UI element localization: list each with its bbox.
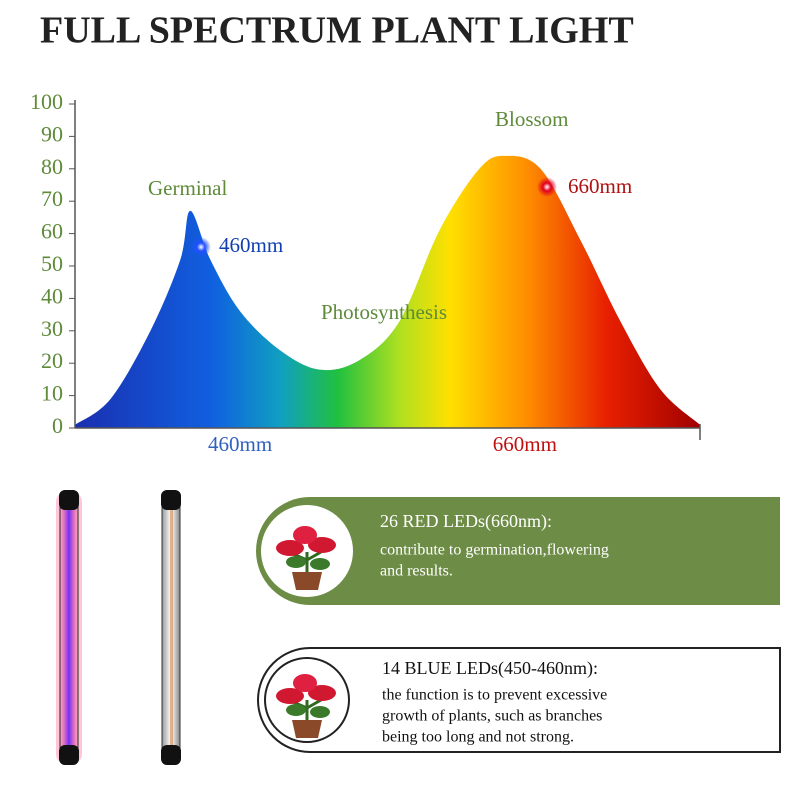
annotation: Germinal: [148, 176, 227, 200]
red-peak-dot: [537, 177, 557, 197]
y-tick-label: 90: [41, 121, 63, 146]
y-tick-label: 40: [41, 283, 63, 308]
y-tick-label: 60: [41, 219, 63, 244]
blue-led-panel: 14 BLUE LEDs(450-460nm): the function is…: [257, 647, 781, 753]
plant-icon: [276, 674, 336, 738]
y-tick-label: 70: [41, 186, 63, 211]
y-tick-label: 20: [41, 348, 63, 373]
y-tick-label: 80: [41, 154, 63, 179]
red-led-panel: 26 RED LEDs(660nm): contribute to germin…: [256, 497, 780, 605]
led-tubes: [56, 490, 181, 765]
panel-text: being too long and not strong.: [382, 729, 574, 746]
annotation: 460mm: [219, 233, 283, 257]
y-tick-label: 50: [41, 251, 63, 276]
panel-text: and results.: [380, 563, 453, 580]
annotation: Photosynthesis: [321, 300, 447, 324]
spectrum-area: [75, 155, 700, 428]
y-tick-label: 30: [41, 316, 63, 341]
title: FULL SPECTRUM PLANT LIGHT: [40, 10, 634, 52]
panel-text: the function is to prevent excessive: [382, 687, 607, 704]
annotation: Blossom: [495, 107, 569, 131]
y-tick-label: 100: [30, 89, 63, 114]
panel-text: growth of plants, such as branches: [382, 708, 602, 725]
annotation: 660mm: [568, 174, 632, 198]
panel-title: 14 BLUE LEDs(450-460nm):: [382, 658, 598, 679]
y-tick-label: 10: [41, 381, 63, 406]
panel-text: contribute to germination,flowering: [380, 542, 609, 559]
chart: 0 10 20 30 40 50 60 70 80 90 100 460mm 660mm Germinal…: [30, 89, 701, 456]
x-tick-label: 660mm: [493, 432, 557, 456]
plant-icon: [276, 526, 336, 590]
y-tick-label: 0: [52, 413, 63, 438]
blue-peak-dot: [191, 237, 211, 257]
x-tick-label: 460mm: [208, 432, 272, 456]
panel-title: 26 RED LEDs(660nm):: [380, 511, 552, 532]
